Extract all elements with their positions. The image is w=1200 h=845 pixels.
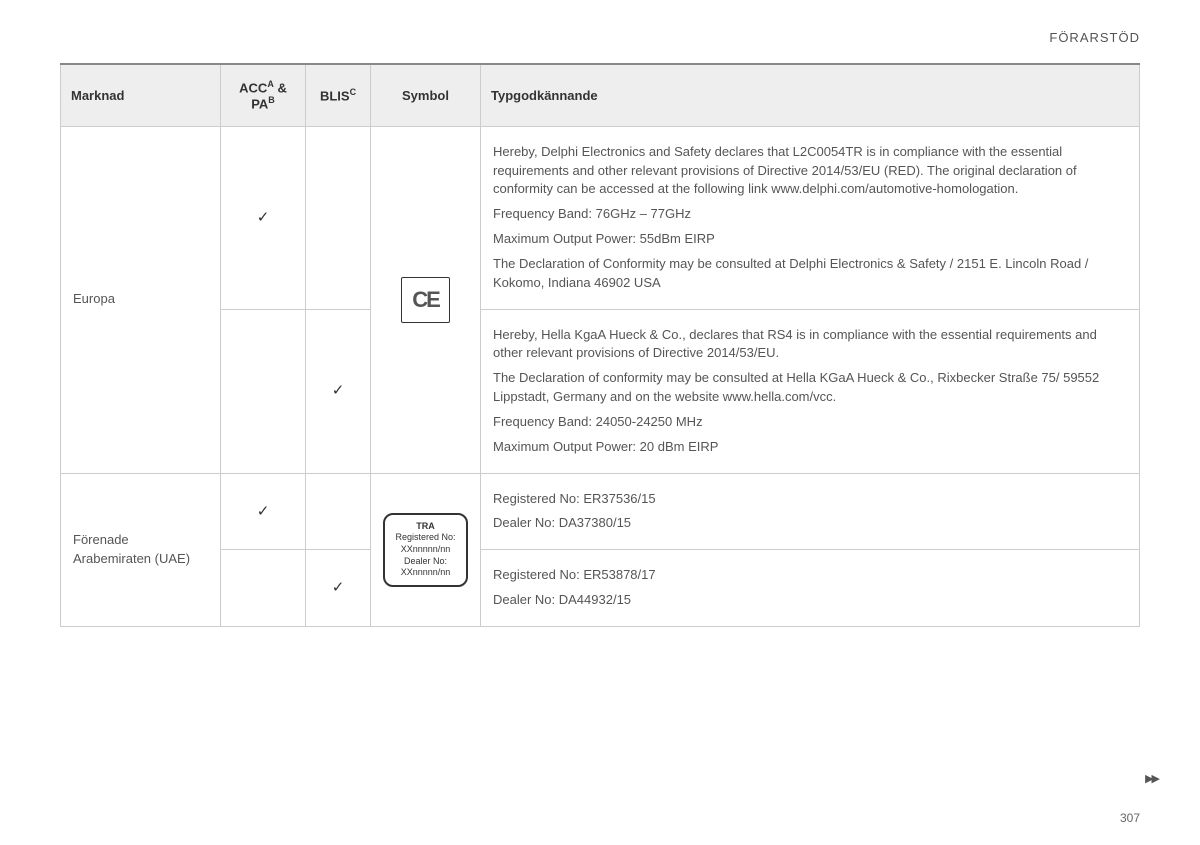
- tra-line: Dealer No:: [395, 556, 455, 568]
- col-acc-pa: ACCA & PAB: [221, 64, 306, 126]
- table-header-row: Marknad ACCA & PAB BLISC Symbol Typgodkä…: [61, 64, 1140, 126]
- table-row: Förenade Arabemiraten (UAE) ✓ TRA Regist…: [61, 473, 1140, 550]
- typ-para: Hereby, Delphi Electronics and Safety de…: [493, 143, 1127, 200]
- symbol-cell: TRA Registered No: XXnnnnn/nn Dealer No:…: [371, 473, 481, 626]
- tra-line: TRA: [395, 521, 455, 533]
- typ-para: Dealer No: DA37380/15: [493, 514, 1127, 533]
- typ-para: Maximum Output Power: 55dBm EIRP: [493, 230, 1127, 249]
- blis-check-cell: [306, 473, 371, 550]
- acc-check-cell: [221, 550, 306, 627]
- blis-check-cell: ✓: [306, 309, 371, 473]
- typ-para: The Declaration of conformity may be con…: [493, 369, 1127, 407]
- col-symbol: Symbol: [371, 64, 481, 126]
- tra-line: XXnnnnn/nn: [395, 544, 455, 556]
- typ-para: Frequency Band: 76GHz – 77GHz: [493, 205, 1127, 224]
- approval-table: Marknad ACCA & PAB BLISC Symbol Typgodkä…: [60, 63, 1140, 627]
- symbol-cell: CE: [371, 126, 481, 473]
- check-icon: ✓: [332, 382, 345, 399]
- col-blis: BLISC: [306, 64, 371, 126]
- typ-para: Hereby, Hella KgaA Hueck & Co., declares…: [493, 326, 1127, 364]
- check-icon: ✓: [257, 503, 270, 520]
- marknad-cell: Förenade Arabemiraten (UAE): [61, 473, 221, 626]
- typ-para: Dealer No: DA44932/15: [493, 591, 1127, 610]
- typ-cell: Registered No: ER37536/15 Dealer No: DA3…: [481, 473, 1140, 550]
- ce-mark-icon: CE: [401, 277, 450, 323]
- page-number: 307: [1120, 811, 1140, 825]
- table-row: ✓ Hereby, Hella KgaA Hueck & Co., declar…: [61, 309, 1140, 473]
- sup-c: C: [350, 87, 357, 97]
- col-typ: Typgodkännande: [481, 64, 1140, 126]
- typ-cell: Hereby, Hella KgaA Hueck & Co., declares…: [481, 309, 1140, 473]
- acc-check-cell: ✓: [221, 473, 306, 550]
- amp-label: &: [274, 80, 287, 95]
- tra-line: Registered No:: [395, 532, 455, 544]
- tra-line: XXnnnnn/nn: [395, 567, 455, 579]
- blis-check-cell: [306, 126, 371, 309]
- typ-para: Registered No: ER53878/17: [493, 566, 1127, 585]
- typ-para: The Declaration of Conformity may be con…: [493, 255, 1127, 293]
- continuation-icon: ▶▶: [1145, 772, 1158, 785]
- col-marknad: Marknad: [61, 64, 221, 126]
- pa-label: PA: [251, 97, 268, 112]
- blis-check-cell: ✓: [306, 550, 371, 627]
- page-header: FÖRARSTÖD: [60, 30, 1140, 45]
- table-row: Europa ✓ CE Hereby, Delphi Electronics a…: [61, 126, 1140, 309]
- typ-para: Registered No: ER37536/15: [493, 490, 1127, 509]
- typ-cell: Registered No: ER53878/17 Dealer No: DA4…: [481, 550, 1140, 627]
- acc-label: ACC: [239, 80, 267, 95]
- typ-para: Maximum Output Power: 20 dBm EIRP: [493, 438, 1127, 457]
- tra-box-icon: TRA Registered No: XXnnnnn/nn Dealer No:…: [383, 513, 467, 587]
- check-icon: ✓: [332, 579, 345, 596]
- acc-check-cell: ✓: [221, 126, 306, 309]
- acc-check-cell: [221, 309, 306, 473]
- blis-label: BLIS: [320, 88, 350, 103]
- typ-cell: Hereby, Delphi Electronics and Safety de…: [481, 126, 1140, 309]
- check-icon: ✓: [257, 209, 270, 226]
- marknad-cell: Europa: [61, 126, 221, 473]
- table-row: ✓ Registered No: ER53878/17 Dealer No: D…: [61, 550, 1140, 627]
- typ-para: Frequency Band: 24050-24250 MHz: [493, 413, 1127, 432]
- sup-b: B: [268, 95, 275, 105]
